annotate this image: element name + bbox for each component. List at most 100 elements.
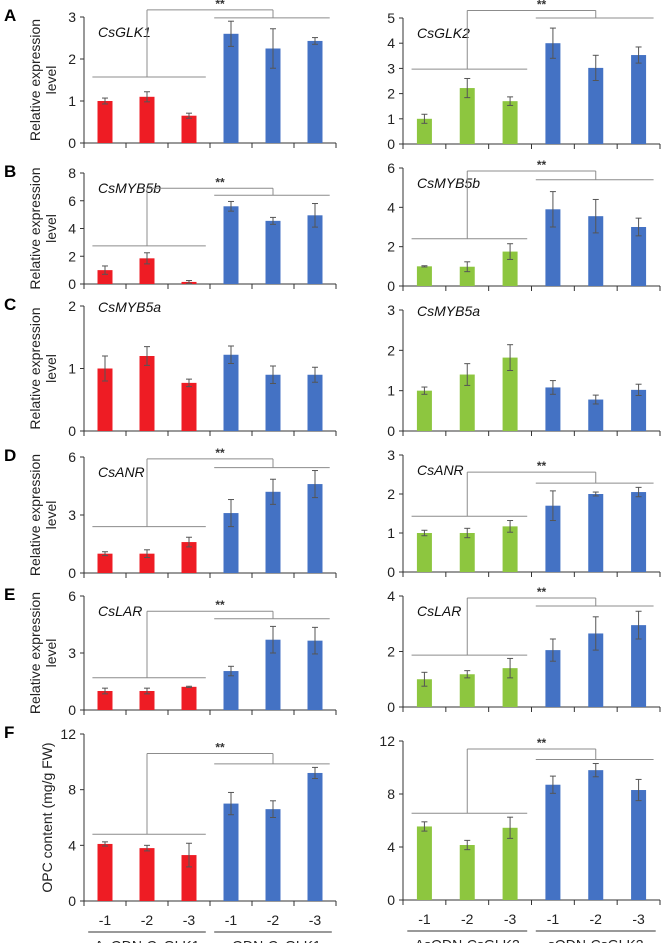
bar bbox=[588, 633, 604, 707]
y-axis-label-line2: level bbox=[43, 66, 59, 95]
x-tick-label: -2 bbox=[141, 912, 154, 928]
y-tick-label: 1 bbox=[387, 525, 395, 541]
bar bbox=[631, 227, 647, 286]
y-tick-label: 3 bbox=[387, 447, 395, 463]
y-tick-label: 8 bbox=[387, 786, 395, 802]
x-tick-label: -1 bbox=[99, 912, 112, 928]
bar bbox=[545, 505, 561, 572]
gene-label: CsGLK2 bbox=[417, 25, 470, 41]
bar bbox=[416, 118, 432, 144]
bar bbox=[97, 101, 113, 143]
bar bbox=[588, 494, 604, 572]
chart-opc-left: 0 4 8 12 F ** OPC content (mg/g FW) -1 -2 -3 -1 -2 -… bbox=[4, 723, 337, 943]
y-tick-label: 4 bbox=[68, 221, 76, 237]
group-label: sODN-CsGLK2 bbox=[548, 936, 644, 943]
y-tick-label: 2 bbox=[68, 248, 76, 264]
y-tick-label: 8 bbox=[68, 782, 76, 798]
bar bbox=[97, 270, 113, 284]
bar bbox=[97, 553, 113, 573]
chart-csanr-right: 0 1 2 3 CsANR ** bbox=[387, 447, 661, 580]
y-tick-label: 4 bbox=[387, 199, 395, 215]
bar bbox=[223, 671, 239, 710]
x-tick-label: -3 bbox=[504, 911, 517, 927]
y-tick-label: 0 bbox=[68, 893, 76, 909]
gene-label: CsGLK1 bbox=[98, 24, 151, 40]
bar bbox=[223, 206, 239, 284]
bar bbox=[139, 848, 155, 901]
y-tick-label: 2 bbox=[387, 342, 395, 358]
y-tick-label: 4 bbox=[68, 837, 76, 853]
gene-label: CsLAR bbox=[417, 603, 461, 619]
y-tick-label: 3 bbox=[68, 507, 76, 523]
y-tick-label: 3 bbox=[387, 60, 395, 76]
y-tick-label: 0 bbox=[68, 423, 76, 439]
y-tick-label: 5 bbox=[387, 10, 395, 26]
y-tick-label: 0 bbox=[387, 699, 395, 715]
bar bbox=[459, 674, 475, 707]
bar bbox=[502, 827, 518, 900]
bar bbox=[223, 803, 239, 901]
gene-label: CsMYB5b bbox=[98, 180, 161, 196]
y-axis-label-line1: Relative expression bbox=[27, 167, 43, 289]
y-tick-label: 0 bbox=[387, 136, 395, 152]
y-tick-label: 0 bbox=[68, 702, 76, 718]
bar bbox=[265, 639, 281, 710]
bar bbox=[631, 625, 647, 707]
bar bbox=[502, 668, 518, 707]
chart-csmyb5b-right: 0 2 4 6 CsMYB5b ** bbox=[387, 158, 661, 294]
bar bbox=[139, 553, 155, 573]
gene-label: CsLAR bbox=[98, 603, 142, 619]
y-axis-label-line1: Relative expression bbox=[27, 592, 43, 714]
bar bbox=[139, 258, 155, 284]
bar bbox=[416, 826, 432, 900]
bar bbox=[265, 491, 281, 573]
significance-label: ** bbox=[537, 736, 547, 750]
bar bbox=[588, 770, 604, 900]
significance-label: ** bbox=[537, 0, 547, 11]
chart-cslar-right: 0 2 4 CsLAR ** bbox=[387, 585, 661, 715]
bar bbox=[416, 533, 432, 572]
bar bbox=[416, 679, 432, 707]
bar bbox=[545, 650, 561, 707]
x-tick-label: -1 bbox=[418, 911, 431, 927]
x-tick-label: -1 bbox=[547, 911, 560, 927]
panel-label: F bbox=[4, 723, 14, 742]
group-label: sODN-CsGLK1 bbox=[225, 937, 321, 943]
bar bbox=[307, 40, 323, 143]
bar bbox=[502, 526, 518, 572]
bar bbox=[265, 220, 281, 284]
bar bbox=[223, 513, 239, 573]
chart-csmyb5a-right: 0 1 2 3 CsMYB5a bbox=[387, 302, 661, 439]
y-tick-label: 0 bbox=[68, 276, 76, 292]
y-tick-label: 1 bbox=[387, 111, 395, 127]
chart-csglk1-left: 0 1 2 3 CsGLK1 A ** Relative expression level bbox=[4, 0, 337, 151]
y-tick-label: 12 bbox=[60, 726, 76, 742]
y-tick-label: 4 bbox=[387, 35, 395, 51]
y-axis-label: OPC content (mg/g FW) bbox=[39, 742, 55, 892]
bar bbox=[545, 43, 561, 145]
y-tick-label: 6 bbox=[68, 588, 76, 604]
gene-label: CsMYB5a bbox=[98, 299, 161, 315]
bar bbox=[181, 115, 197, 143]
bar bbox=[588, 399, 604, 431]
bar bbox=[181, 855, 197, 901]
y-tick-label: 0 bbox=[387, 278, 395, 294]
bar bbox=[502, 357, 518, 431]
bar bbox=[307, 640, 323, 710]
bar bbox=[631, 55, 647, 144]
x-tick-label: -2 bbox=[267, 912, 280, 928]
significance-label: ** bbox=[215, 446, 225, 460]
y-tick-label: 3 bbox=[387, 302, 395, 318]
x-tick-label: -2 bbox=[461, 911, 474, 927]
y-tick-label: 2 bbox=[68, 51, 76, 67]
significance-label: ** bbox=[215, 740, 225, 754]
x-tick-label: -3 bbox=[632, 911, 645, 927]
bar bbox=[307, 215, 323, 284]
bar bbox=[139, 356, 155, 431]
bar bbox=[307, 772, 323, 901]
y-tick-label: 2 bbox=[68, 298, 76, 314]
bar bbox=[459, 533, 475, 572]
bar bbox=[588, 216, 604, 286]
chart-csmyb5b-left: 0 2 4 6 8 CsMYB5b B ** Relative expression level bbox=[4, 162, 337, 292]
group-label: AsODN-CsGLK1 bbox=[94, 937, 199, 943]
